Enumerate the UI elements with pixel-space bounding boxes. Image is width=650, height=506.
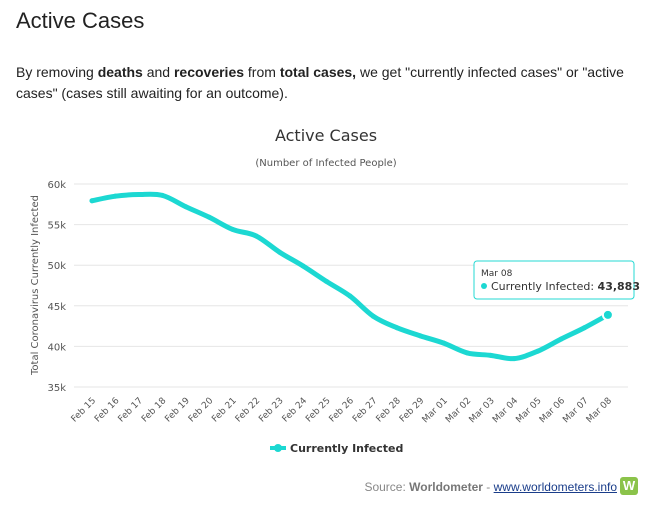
intro-text-4: we get "currently infected cases" or "ac… xyxy=(16,64,624,101)
intro-text-3: from xyxy=(244,64,280,80)
chart-subtitle: (Number of Infected People) xyxy=(255,158,396,169)
data-point[interactable] xyxy=(347,293,353,299)
tooltip-box xyxy=(473,260,635,300)
x-tick-label: Feb 27 xyxy=(351,396,379,424)
intro-bold-recoveries: recoveries xyxy=(173,64,245,80)
data-point[interactable] xyxy=(488,352,494,358)
data-point[interactable] xyxy=(206,214,212,220)
y-tick-label: 40k xyxy=(47,342,66,353)
y-tick-label: 55k xyxy=(47,221,66,232)
x-tick-label: Feb 15 xyxy=(70,396,98,424)
worldometer-logo[interactable]: W xyxy=(620,477,638,495)
x-tick-label: Feb 18 xyxy=(140,396,169,425)
highlighted-data-point[interactable] xyxy=(601,308,614,321)
intro-paragraph: By removing deaths and recoveries from t… xyxy=(16,62,641,104)
data-point[interactable] xyxy=(441,340,447,346)
x-tick-label: Feb 17 xyxy=(117,396,145,424)
data-points xyxy=(89,192,614,362)
source-name: Worldometer xyxy=(409,480,483,494)
active-cases-chart: Active Cases (Number of Infected People)… xyxy=(30,126,640,455)
intro-text-2: and xyxy=(142,64,174,80)
x-tick-label: Feb 28 xyxy=(375,396,404,425)
intro-text-1: By removing xyxy=(16,64,98,80)
legend[interactable]: Currently Infected xyxy=(270,442,403,455)
y-tick-labels: 35k 40k 45k 50k 55k 60k xyxy=(47,180,66,394)
data-point[interactable] xyxy=(324,278,329,284)
x-tick-label: Feb 25 xyxy=(304,396,332,424)
data-point[interactable] xyxy=(277,249,283,255)
data-point[interactable] xyxy=(159,192,165,198)
data-point[interactable] xyxy=(300,263,306,269)
chart-tooltip: Mar 08 Currently Infected: 43,883 xyxy=(473,260,640,300)
data-point[interactable] xyxy=(558,336,564,342)
data-point[interactable] xyxy=(136,192,142,198)
data-point[interactable] xyxy=(535,348,541,354)
data-point[interactable] xyxy=(464,350,470,356)
x-tick-label: Feb 24 xyxy=(281,396,310,425)
x-tick-label: Feb 26 xyxy=(328,396,357,425)
y-tick-label: 35k xyxy=(47,383,66,394)
data-point[interactable] xyxy=(370,313,376,319)
y-tick-label: 50k xyxy=(47,261,66,272)
data-point[interactable] xyxy=(253,233,259,239)
data-point[interactable] xyxy=(417,333,423,339)
x-tick-label: Feb 23 xyxy=(257,396,285,424)
tooltip-series-label: Currently Infected: xyxy=(491,280,598,293)
tooltip-value: 43,883 xyxy=(598,280,640,293)
tooltip-marker xyxy=(481,283,487,289)
x-tick-label: Feb 20 xyxy=(187,396,216,425)
data-point[interactable] xyxy=(89,198,95,204)
x-tick-label: Feb 22 xyxy=(234,396,262,424)
page-heading: Active Cases xyxy=(16,8,145,33)
data-point[interactable] xyxy=(581,325,587,331)
data-point[interactable] xyxy=(230,226,236,232)
source-label: Source: xyxy=(364,480,410,494)
y-axis-label: Total Coronavirus Currently Infected xyxy=(30,195,41,376)
data-point[interactable] xyxy=(394,325,400,331)
tooltip-category: Mar 08 xyxy=(481,269,513,279)
x-tick-label: Feb 16 xyxy=(93,396,122,425)
y-tick-label: 45k xyxy=(47,302,66,313)
x-tick-label: Mar 08 xyxy=(585,396,614,425)
data-point[interactable] xyxy=(511,356,517,362)
y-tick-label: 60k xyxy=(47,180,66,191)
chart-title: Active Cases xyxy=(275,126,377,145)
data-point[interactable] xyxy=(183,204,189,210)
source-sep: - xyxy=(482,480,494,494)
source-link[interactable]: www.worldometers.info xyxy=(493,480,617,494)
legend-label: Currently Infected xyxy=(290,442,403,455)
data-point[interactable] xyxy=(112,193,118,199)
source-line: Source: Worldometer - www.worldometers.i… xyxy=(364,480,617,494)
intro-bold-total-cases: total cases, xyxy=(279,64,357,80)
tooltip-value-line: Currently Infected: 43,883 xyxy=(491,280,640,293)
legend-marker xyxy=(274,444,282,452)
intro-bold-deaths: deaths xyxy=(97,64,143,80)
x-tick-label: Feb 19 xyxy=(163,396,192,425)
x-tick-label: Feb 21 xyxy=(210,396,238,424)
